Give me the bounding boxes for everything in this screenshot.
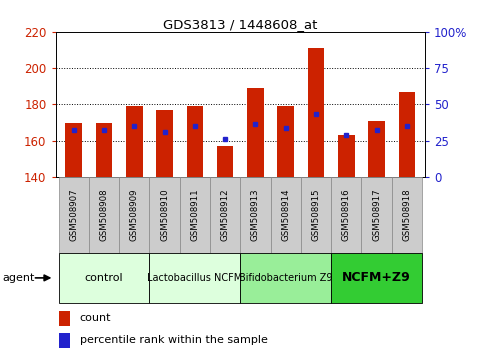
Text: Lactobacillus NCFM: Lactobacillus NCFM — [147, 273, 242, 283]
Bar — [398, 92, 415, 177]
Bar — [156, 110, 173, 177]
Text: count: count — [80, 313, 111, 323]
Bar — [149, 253, 241, 303]
Title: GDS3813 / 1448608_at: GDS3813 / 1448608_at — [163, 18, 317, 31]
Bar — [247, 88, 264, 177]
Text: percentile rank within the sample: percentile rank within the sample — [80, 335, 268, 345]
Bar — [270, 177, 301, 253]
Bar — [180, 177, 210, 253]
Text: GSM508913: GSM508913 — [251, 189, 260, 241]
Text: GSM508909: GSM508909 — [130, 189, 139, 241]
Bar — [338, 135, 355, 177]
Bar — [59, 333, 71, 348]
Text: GSM508908: GSM508908 — [99, 189, 109, 241]
Bar — [361, 177, 392, 253]
Text: GSM508918: GSM508918 — [402, 189, 412, 241]
Bar — [331, 177, 361, 253]
Text: GSM508915: GSM508915 — [312, 189, 321, 241]
Bar — [59, 311, 71, 326]
Bar — [58, 253, 149, 303]
Bar — [331, 253, 422, 303]
Bar — [186, 106, 203, 177]
Bar — [392, 177, 422, 253]
Text: Bifidobacterium Z9: Bifidobacterium Z9 — [239, 273, 332, 283]
Bar — [241, 253, 331, 303]
Bar — [58, 177, 89, 253]
Text: GSM508910: GSM508910 — [160, 189, 169, 241]
Bar — [96, 122, 113, 177]
Text: GSM508912: GSM508912 — [221, 189, 229, 241]
Bar — [368, 121, 385, 177]
Bar — [308, 48, 325, 177]
Bar — [301, 177, 331, 253]
Text: GSM508917: GSM508917 — [372, 189, 381, 241]
Bar — [89, 177, 119, 253]
Text: GSM508914: GSM508914 — [281, 189, 290, 241]
Text: control: control — [85, 273, 123, 283]
Text: agent: agent — [2, 273, 35, 283]
Text: GSM508916: GSM508916 — [342, 189, 351, 241]
Bar — [119, 177, 149, 253]
Bar — [217, 146, 233, 177]
Bar — [126, 106, 142, 177]
Bar — [149, 177, 180, 253]
Text: GSM508907: GSM508907 — [69, 189, 78, 241]
Bar — [277, 106, 294, 177]
Text: GSM508911: GSM508911 — [190, 189, 199, 241]
Text: NCFM+Z9: NCFM+Z9 — [342, 272, 411, 284]
Bar — [210, 177, 241, 253]
Bar — [65, 122, 82, 177]
Bar — [241, 177, 270, 253]
